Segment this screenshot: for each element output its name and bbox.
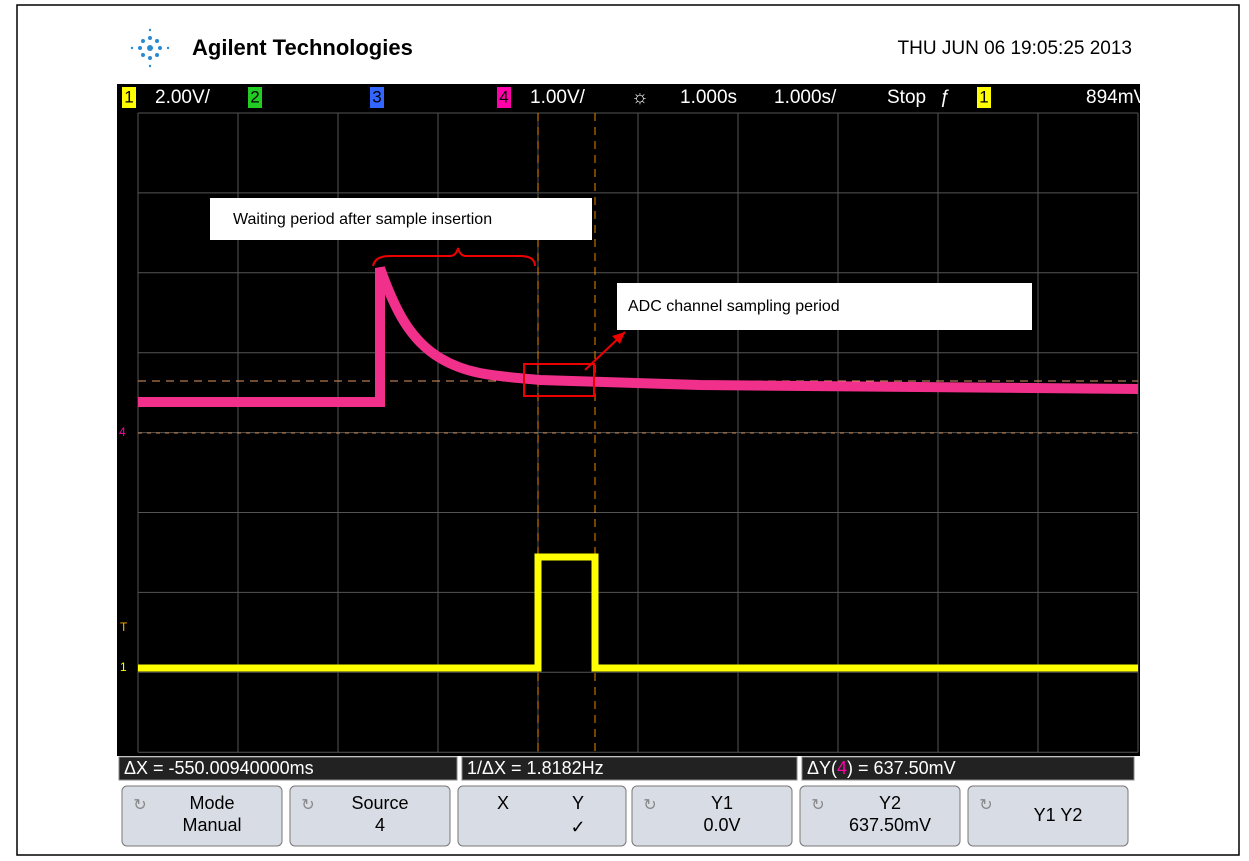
softkey-label: Source <box>351 793 408 813</box>
softkey-label: Y <box>572 793 584 813</box>
softkey-label: Y2 <box>879 793 901 813</box>
ch1-marker: 1 <box>120 660 127 674</box>
datetime: THU JUN 06 19:05:25 2013 <box>898 38 1132 59</box>
softkey-icon: ↻ <box>979 797 992 814</box>
inverse-delta-x: 1/ΔX = 1.8182Hz <box>467 758 604 778</box>
softkey-value: 4 <box>375 815 385 835</box>
trigger-level: 894mV <box>1086 87 1147 108</box>
delta-y-suffix: ) = 637.50mV <box>847 758 956 778</box>
softkey-icon: ↻ <box>811 797 824 814</box>
delta-y: ΔY(4) = 637.50mV <box>807 758 956 778</box>
softkey-label: Y1 <box>711 793 733 813</box>
softkey-value: 0.0V <box>703 815 740 835</box>
scope-display <box>117 84 1140 756</box>
softkey[interactable]: X Y ✓ <box>458 786 626 846</box>
ch1-badge: 1 <box>124 87 133 106</box>
annotation: Waiting period after sample insertion <box>233 211 492 228</box>
delta-x: ΔX = -550.00940000ms <box>124 758 314 778</box>
softkey[interactable]: ↻ Y1 Y2 <box>968 786 1128 846</box>
measurement-bar: ΔX = -550.00940000ms 1/ΔX = 1.8182Hz ΔY(… <box>119 757 1134 780</box>
ch3-badge: 3 <box>372 87 381 106</box>
ch4-badge: 4 <box>499 87 508 106</box>
annotation: ADC channel sampling period <box>628 298 840 315</box>
softkey-label: Mode <box>189 793 234 813</box>
ch2-badge: 2 <box>250 87 259 106</box>
trigger-marker: T <box>120 620 128 634</box>
delta-y-channel: 4 <box>837 758 847 778</box>
ch4-scale: 1.00V/ <box>530 87 586 108</box>
softkey-value: ✓ <box>570 817 585 837</box>
run-state: Stop <box>887 87 926 108</box>
softkey-icon: ↻ <box>133 797 146 814</box>
delay-icon: ☼ <box>631 87 648 108</box>
delay: 1.000s <box>680 87 737 108</box>
softkey-label: X <box>497 793 509 813</box>
softkey[interactable]: ↻ Y10.0V <box>632 786 792 846</box>
softkey-label: Y1 Y2 <box>1034 805 1083 825</box>
page: Agilent Technologies THU JUN 06 19:05:25… <box>0 0 1249 861</box>
softkey-value: 637.50mV <box>849 815 931 835</box>
delta-y-prefix: ΔY( <box>807 758 837 778</box>
trigger-source: 1 <box>979 87 988 106</box>
trigger-edge-icon: ƒ <box>940 87 951 108</box>
timebase: 1.000s/ <box>774 87 837 108</box>
softkey-icon: ↻ <box>301 797 314 814</box>
softkey-value: Manual <box>182 815 241 835</box>
softkey-button[interactable] <box>458 786 626 846</box>
ch1-scale: 2.00V/ <box>155 87 211 108</box>
screenshot: Agilent Technologies THU JUN 06 19:05:25… <box>0 0 1249 861</box>
brand: Agilent Technologies <box>192 35 413 60</box>
softkey-icon: ↻ <box>643 797 656 814</box>
ch4-marker: 4 <box>119 425 126 439</box>
